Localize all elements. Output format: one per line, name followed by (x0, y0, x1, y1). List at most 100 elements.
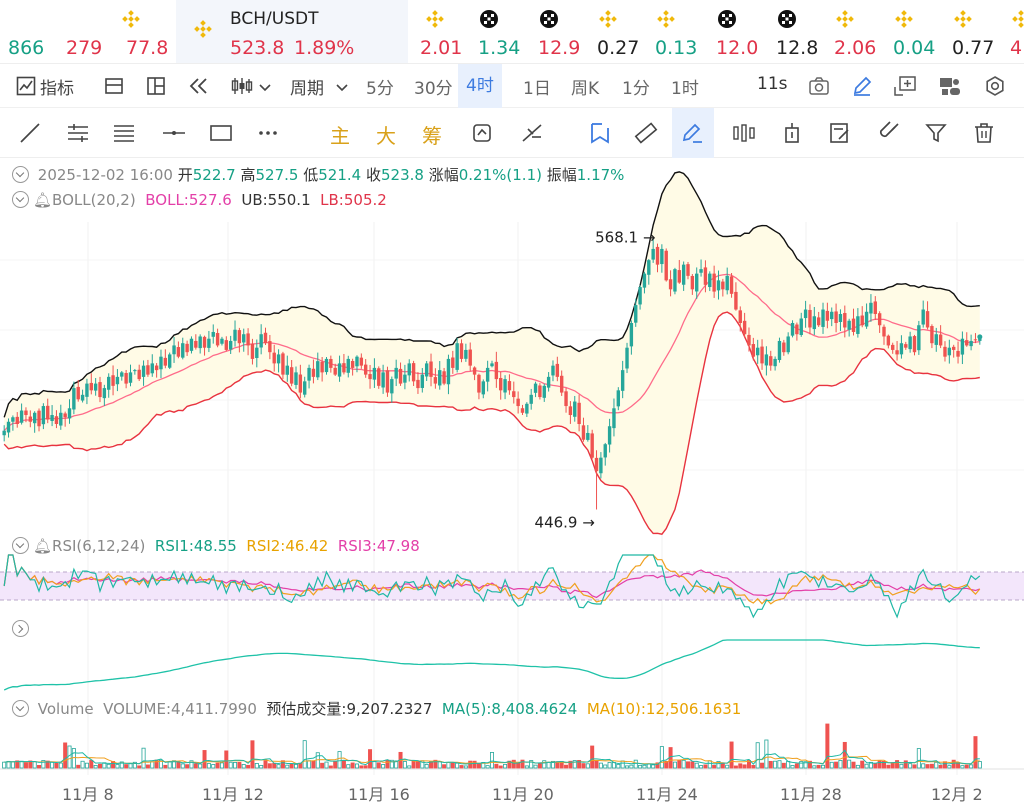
interval-tab-1[interactable]: 30分 (414, 79, 453, 99)
indicator-button[interactable]: 指标 (40, 79, 74, 99)
rewind-icon[interactable] (188, 76, 210, 96)
ticker-item[interactable]: 2.06 (834, 0, 892, 63)
volume-bar (934, 761, 939, 769)
add-window-icon[interactable] (893, 75, 917, 97)
interval-tab-0[interactable]: 5分 (366, 79, 394, 99)
candle-body (115, 376, 120, 385)
candle-body (799, 318, 803, 335)
rectangle-tool-icon[interactable] (209, 121, 233, 145)
bell-icon[interactable]: 🔔︎ (33, 191, 53, 209)
chevron-down-icon[interactable] (259, 83, 271, 93)
interval-tab-6[interactable]: 1时 (671, 79, 699, 99)
ticker-item[interactable]: 12.0 (716, 0, 774, 63)
volume-bar (411, 760, 416, 769)
magnet-icon[interactable] (876, 121, 900, 145)
collapse-toggle-icon[interactable] (12, 166, 29, 183)
x-tick-label: 12月 2 (931, 785, 983, 804)
volume-bar (577, 759, 582, 769)
parallel-lines-icon[interactable] (66, 121, 90, 145)
ticker-item[interactable]: 279 (66, 0, 140, 63)
rsi1-line (3, 554, 981, 619)
volume-bar (916, 748, 921, 769)
volume-bar (516, 762, 521, 769)
chevron-down-icon[interactable] (336, 83, 348, 93)
ticker-item[interactable]: 0.27 (597, 0, 655, 63)
candle-type-icon[interactable] (230, 76, 254, 96)
draw-pen-icon[interactable] (681, 121, 705, 145)
collapse-toggle-icon[interactable] (12, 191, 29, 208)
volume-bar (41, 760, 46, 769)
ruler-icon[interactable] (634, 121, 658, 145)
interval-tab-4[interactable]: 周K (571, 79, 600, 99)
tradingview-icon[interactable] (938, 75, 962, 97)
trash-icon[interactable] (972, 121, 996, 145)
layout-icon[interactable] (104, 76, 124, 96)
large-order-toggle[interactable]: 大 (376, 124, 396, 148)
volume-bar (276, 764, 281, 769)
note-icon[interactable] (828, 121, 852, 145)
ticker-change: 866 (8, 37, 45, 59)
collapse-toggle-icon[interactable] (12, 537, 29, 554)
collapse-toggle-icon[interactable] (12, 700, 29, 717)
scale-tool-icon[interactable] (520, 121, 544, 145)
candle-body (507, 381, 512, 391)
chip-distribution-toggle[interactable]: 筹 (422, 124, 442, 148)
expand-toggle-icon[interactable] (12, 620, 29, 637)
candle-body (638, 287, 642, 305)
candle-body (163, 357, 168, 366)
bell-icon[interactable]: 🔔︎ (33, 537, 53, 555)
volume-bar (333, 760, 338, 769)
ticker-item[interactable]: 12.9 (538, 0, 596, 63)
ticker-item[interactable]: 866 (8, 0, 66, 63)
candle-body (668, 279, 673, 290)
line-tool-icon[interactable] (18, 121, 42, 145)
volume-bar (337, 751, 342, 769)
binance-icon (657, 10, 675, 28)
pencil-icon[interactable] (851, 75, 873, 97)
volume-bar (607, 762, 612, 769)
period-button[interactable]: 周期 (290, 79, 324, 99)
volume-bar (729, 741, 734, 769)
candle-body (420, 374, 425, 388)
volume-bar (860, 760, 865, 769)
interval-tab-2[interactable]: 4时 (458, 64, 502, 108)
ticker-item[interactable]: 12.8 (776, 0, 834, 63)
active-ticker[interactable]: BCH/USDT 523.8 1.89% (176, 0, 408, 63)
volume-bar (921, 763, 926, 769)
ticker-item[interactable]: 2.01 (420, 0, 478, 63)
more-icon[interactable] (256, 121, 280, 145)
interval-tab-3[interactable]: 1日 (523, 79, 551, 99)
ticker-item[interactable]: 0.77 (952, 0, 1010, 63)
main-indicator-toggle[interactable]: 主 (330, 124, 350, 148)
candle-body (877, 313, 882, 326)
volume-bar (145, 764, 150, 769)
candle-body (85, 383, 89, 397)
volume-bar (925, 764, 930, 769)
boll-upper-line (3, 171, 980, 418)
bookmark-icon[interactable] (588, 121, 612, 145)
ticker-item[interactable]: 0.04 (893, 0, 951, 63)
split-view-icon[interactable] (146, 76, 166, 96)
volume-bar (838, 760, 843, 769)
channel-icon[interactable] (112, 121, 136, 145)
volume-bar (437, 761, 442, 769)
ticker-item[interactable]: 0.13 (655, 0, 713, 63)
indicator-icon[interactable] (16, 76, 36, 96)
volume-bar (672, 761, 677, 769)
volume-bar (947, 765, 952, 769)
ticker-item[interactable]: 4 (1010, 0, 1024, 63)
candle-body (316, 361, 320, 378)
candles-tool-icon[interactable] (732, 121, 756, 145)
camera-icon[interactable] (808, 76, 830, 96)
filter-icon[interactable] (924, 121, 948, 145)
position-icon[interactable] (780, 121, 804, 145)
ticker-item[interactable]: 1.34 (478, 0, 536, 63)
interval-tab-5[interactable]: 1分 (622, 79, 650, 99)
candle-body (19, 410, 24, 423)
candle-body (803, 309, 808, 319)
sync-icon[interactable] (470, 121, 494, 145)
horizontal-line-icon[interactable] (162, 121, 186, 145)
settings-icon[interactable] (984, 75, 1006, 97)
close-label: 收 (365, 166, 381, 184)
